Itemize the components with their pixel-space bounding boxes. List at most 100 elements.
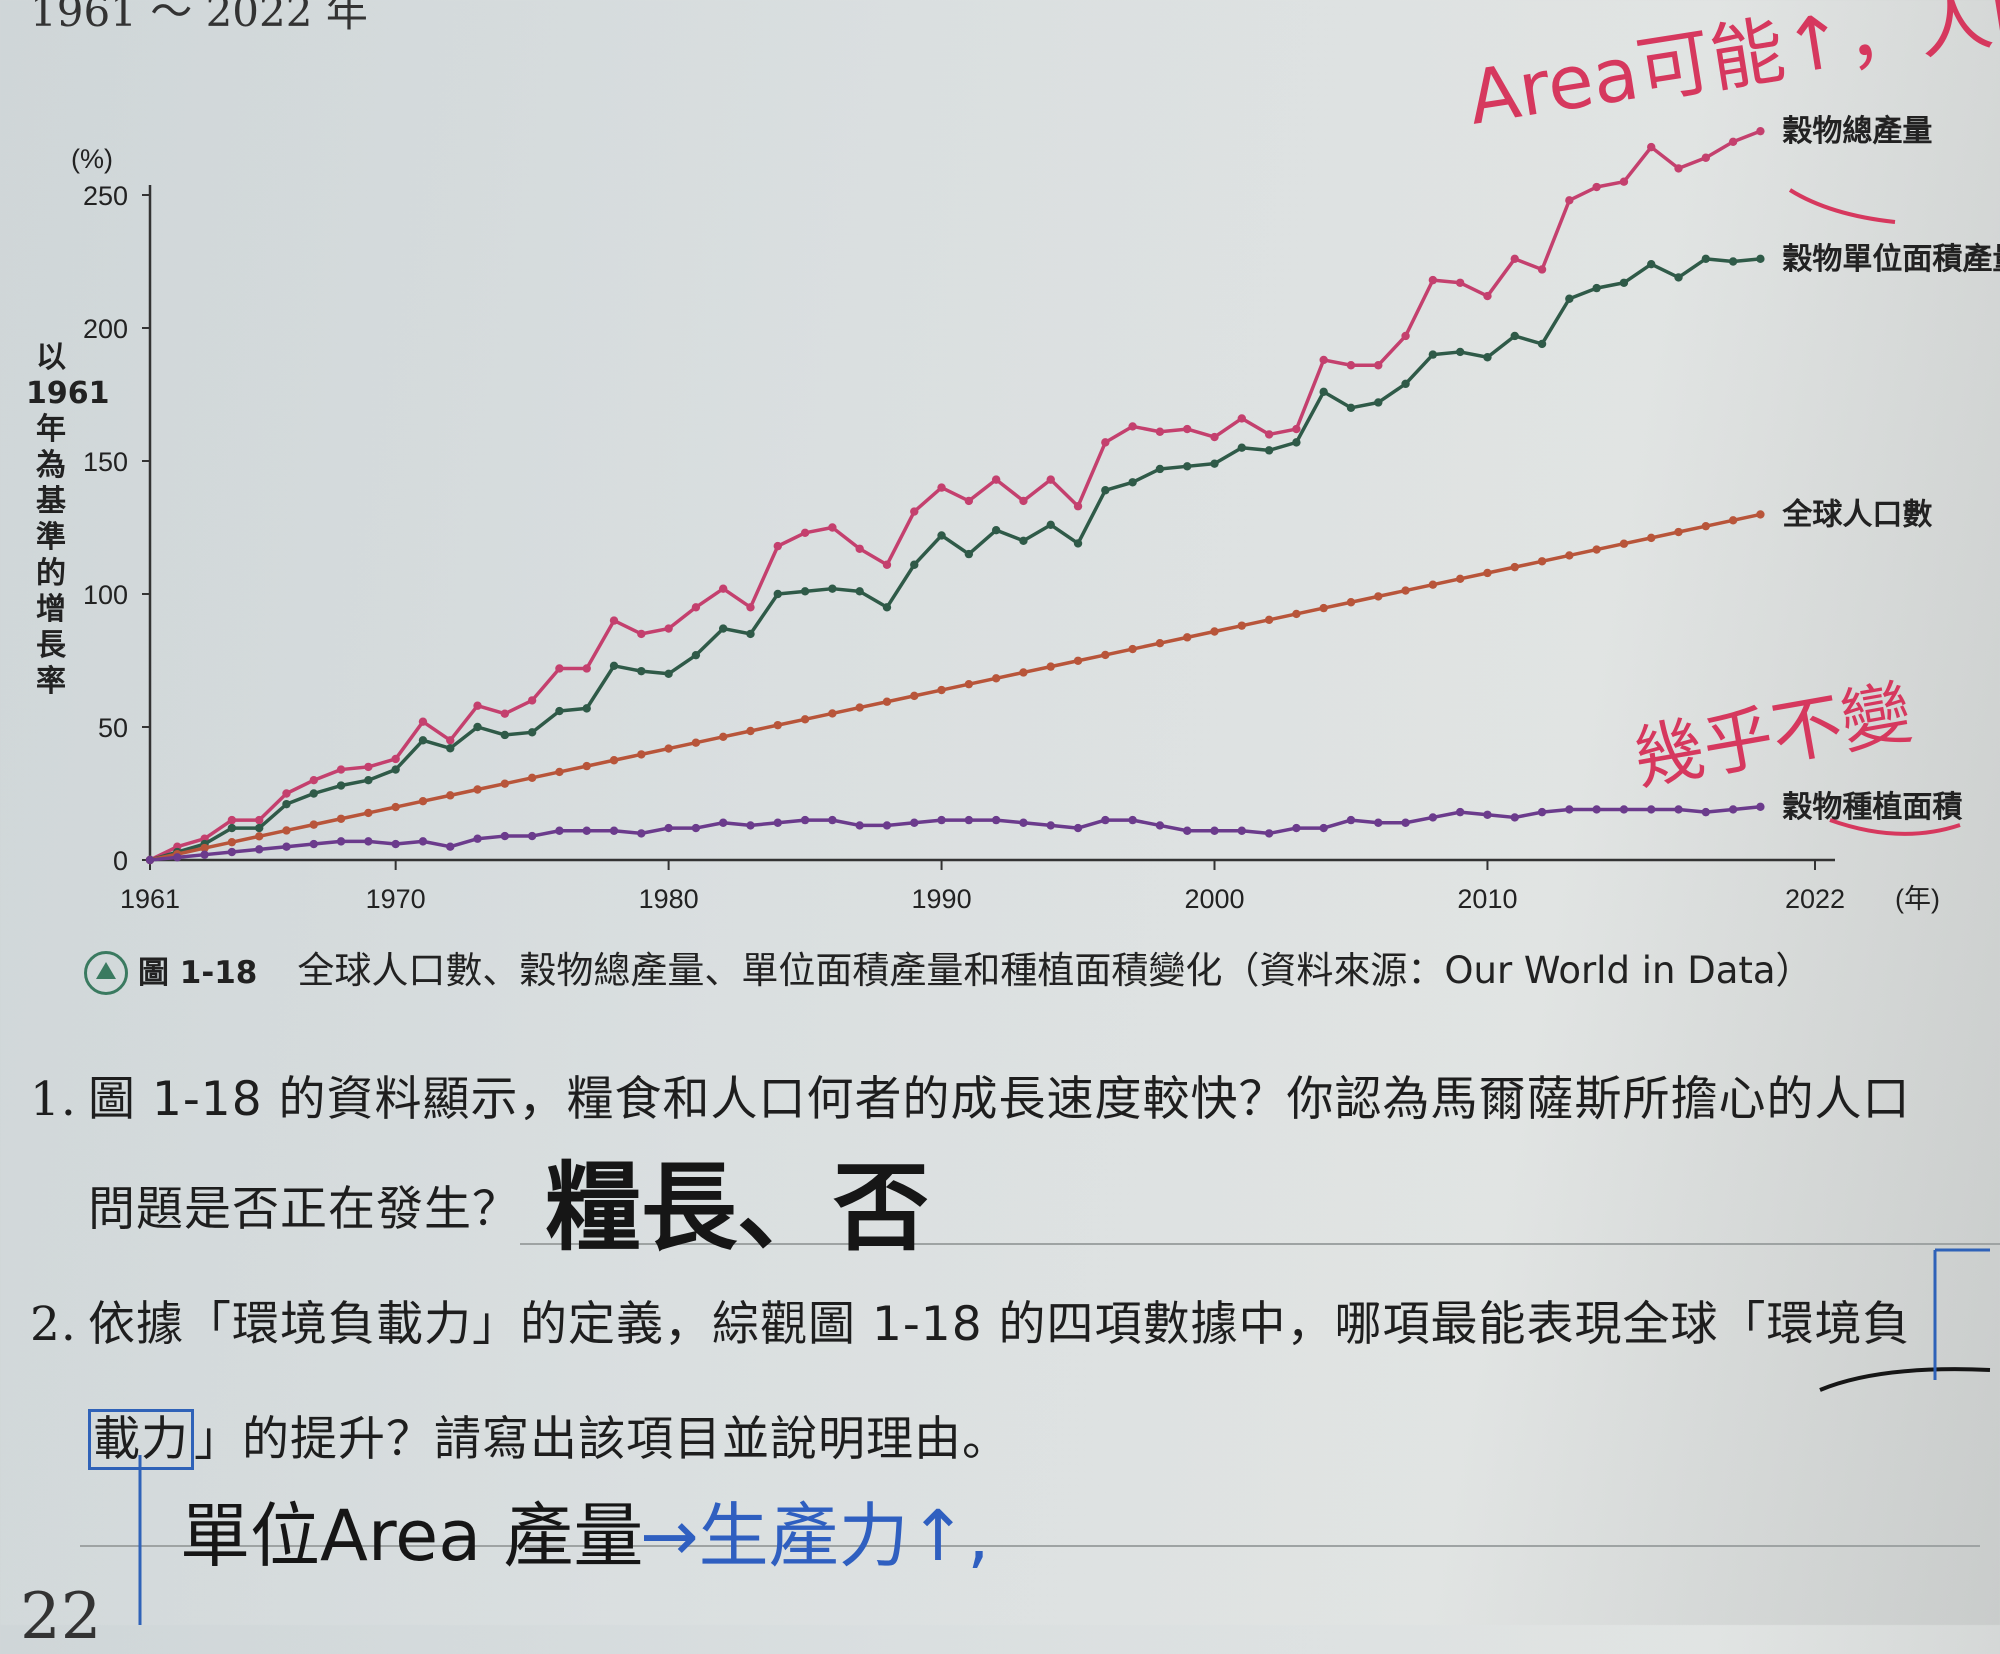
series-point-2: [555, 767, 564, 777]
series-point-0: [446, 736, 455, 745]
series-line-1: [149, 257, 1761, 862]
series-point-0: [1374, 361, 1383, 370]
series-point-3: [1728, 805, 1738, 814]
series-point-2: [664, 744, 673, 753]
series-point-3: [910, 818, 919, 827]
series-point-0: [309, 776, 318, 785]
series-point-1: [746, 629, 755, 639]
series-point-1: [1019, 536, 1028, 545]
series-point-1: [1647, 259, 1656, 269]
series-point-2: [282, 826, 291, 835]
series-point-1: [855, 587, 864, 596]
series-point-3: [1756, 802, 1765, 811]
series-point-2: [855, 703, 864, 712]
question-2-number: 2.: [30, 1297, 77, 1352]
series-point-0: [664, 624, 673, 633]
series-point-1: [1155, 464, 1165, 474]
series-point-3: [1510, 813, 1519, 822]
question-1-line-1: 1. 圖 1-18 的資料顯示，糧食和人口何者的成長速度較快？你認為馬爾薩斯所擔心…: [30, 1060, 1911, 1129]
series-point-1: [1319, 387, 1328, 397]
series-point-3: [800, 815, 810, 825]
series-point-3: [1183, 826, 1192, 835]
series-point-0: [1483, 291, 1492, 301]
series-point-0: [1674, 164, 1683, 173]
series-point-3: [1073, 823, 1083, 833]
series-point-2: [691, 738, 701, 747]
series-point-2: [1319, 603, 1328, 613]
question-2-text: 依據「環境負載力」的定義，綜觀圖 1-18 的四項數據中，哪項最能表現全球「環境…: [88, 1297, 1911, 1352]
series-point-3: [773, 818, 782, 827]
x-tick-label: 1970: [366, 884, 426, 914]
series-point-2: [1019, 668, 1028, 677]
chart-series: [145, 126, 1765, 865]
series-point-2: [391, 802, 400, 812]
page-number: 22: [20, 1580, 102, 1654]
series-point-0: [336, 765, 346, 774]
series-point-2: [1210, 627, 1219, 636]
series-point-2: [473, 785, 482, 794]
series-point-2: [991, 674, 1001, 683]
series-point-2: [1701, 521, 1711, 531]
series-point-0: [227, 815, 237, 825]
series-point-0: [1210, 432, 1219, 442]
series-point-1: [1565, 294, 1574, 303]
series-point-1: [773, 589, 782, 599]
series-point-3: [1483, 810, 1492, 819]
series-point-0: [746, 603, 755, 612]
x-tick-label: 2022: [1785, 884, 1845, 914]
series-point-0: [718, 584, 728, 593]
series-point-3: [964, 815, 974, 825]
series-point-1: [1592, 283, 1601, 293]
series-point-2: [1756, 510, 1765, 519]
series-point-0: [1537, 265, 1547, 274]
series-point-1: [500, 730, 510, 740]
x-tick-label: 1961: [120, 884, 180, 914]
series-point-0: [964, 496, 974, 506]
series-point-3: [882, 821, 892, 830]
series-point-0: [282, 789, 291, 798]
series-point-1: [1674, 273, 1683, 282]
series-point-2: [1237, 621, 1247, 630]
series-point-2: [309, 820, 318, 829]
series-point-3: [336, 837, 346, 846]
answer-line-2: [80, 1545, 1980, 1547]
series-point-1: [582, 704, 591, 713]
series-point-0: [1455, 278, 1465, 287]
series-point-0: [1101, 438, 1110, 447]
series-point-3: [1674, 805, 1683, 814]
series-point-0: [828, 523, 837, 532]
series-point-2: [637, 750, 646, 759]
series-label-3: 穀物種植面積: [1782, 790, 1962, 825]
series-point-1: [691, 650, 701, 660]
series-point-0: [1346, 361, 1356, 370]
series-point-1: [882, 603, 892, 612]
series-point-2: [910, 691, 919, 701]
series-point-3: [991, 815, 1001, 825]
series-point-1: [1701, 254, 1711, 264]
series-point-1: [828, 584, 837, 593]
series-point-1: [910, 560, 919, 569]
series-point-3: [1346, 815, 1356, 825]
series-point-1: [527, 728, 537, 737]
series-point-2: [1073, 656, 1083, 665]
series-point-3: [691, 823, 701, 833]
series-point-0: [1619, 177, 1629, 186]
series-point-2: [200, 843, 209, 853]
series-point-3: [1401, 818, 1410, 827]
series-point-1: [1510, 331, 1519, 341]
series-point-0: [991, 475, 1001, 484]
triangle-icon: [84, 950, 128, 995]
series-point-2: [582, 761, 591, 771]
series-point-3: [1046, 821, 1055, 830]
series-point-3: [746, 821, 755, 830]
series-point-3: [254, 845, 264, 854]
y-tick-label: 200: [83, 314, 128, 344]
answer-line-1: [520, 1243, 2000, 1245]
y-tick-label: 50: [98, 713, 128, 743]
series-point-2: [1183, 633, 1192, 642]
series-point-1: [1374, 398, 1383, 407]
series-point-2: [1483, 568, 1492, 578]
series-point-0: [527, 696, 537, 705]
series-point-0: [1183, 424, 1192, 434]
handwritten-answer-1: 糧長、否: [545, 1152, 929, 1264]
